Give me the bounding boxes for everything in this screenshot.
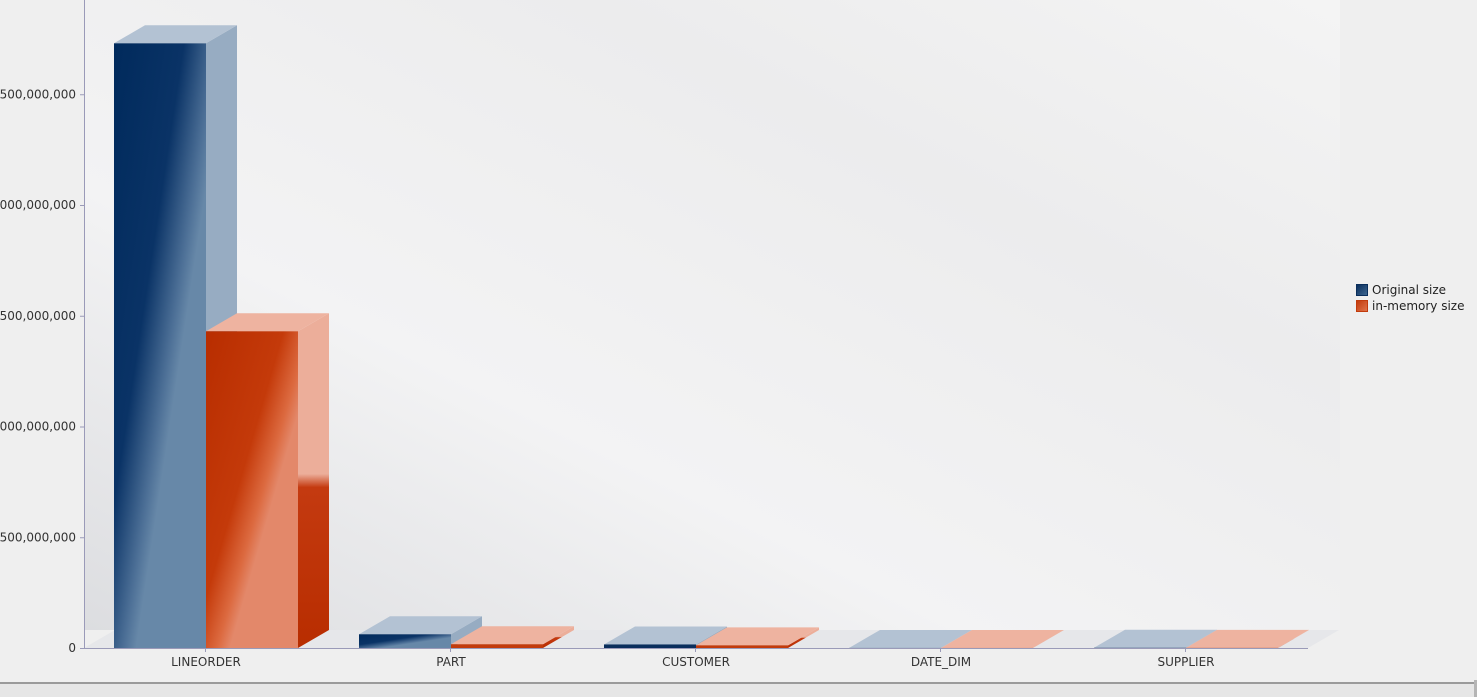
bar-lineorder-in-memory-size [206,313,329,648]
legend-label-in-memory: in-memory size [1372,299,1465,313]
legend-item-in-memory: in-memory size [1356,298,1465,314]
bar-customer-in-memory-size [696,627,819,648]
y-tick-label: 2,500,000,000 [0,87,76,101]
legend-swatch-original [1356,284,1368,296]
legend: Original size in-memory size [1356,282,1465,314]
x-category-label: DATE_DIM [911,655,971,669]
resize-edge [1474,680,1477,697]
bar-side-face [1033,629,1064,648]
bar-front-face [451,644,543,648]
bar-top-face [696,627,819,646]
bar-front-face [359,634,451,648]
y-tick-label: 1,000,000,000 [0,420,76,434]
y-tick-label: 500,000,000 [0,530,76,544]
bar-side-face [1278,629,1309,648]
bar-front-face [696,645,788,648]
bar-date_dim-in-memory-size [941,629,1064,648]
bar-supplier-in-memory-size [1186,629,1309,648]
bar-top-face [206,313,329,332]
bar-part-in-memory-size [451,626,574,648]
bar-top-face [114,25,237,44]
bar-front-face [206,331,298,648]
bar-side-face [543,626,574,648]
bar-top-face [604,626,727,645]
bars-group [114,25,1309,649]
bar-front-face [114,43,206,649]
legend-label-original: Original size [1372,283,1447,297]
bar-top-face [849,629,972,648]
bar-chart: 0 500,000,000 1,000,000,000 1,500,000,000 2,… [0,0,1340,669]
legend-swatch-in-memory [1356,300,1368,312]
bar-top-face [941,629,1064,648]
legend-item-original: Original size [1356,282,1465,298]
bar-top-face [1186,629,1309,648]
y-tick-label: 1,500,000,000 [0,309,76,323]
bar-side-face [788,627,819,648]
x-category-label: SUPPLIER [1157,655,1214,669]
y-tick-label: 0 [68,641,76,655]
chart-panel: 0 500,000,000 1,000,000,000 1,500,000,000 2,… [0,0,1465,669]
bar-top-face [451,626,574,645]
y-tick-label: 2,000,000,000 [0,198,76,212]
bar-side-face [298,313,329,648]
bar-top-face [359,616,482,635]
axes-group: 0 500,000,000 1,000,000,000 1,500,000,000 2,… [0,0,1308,669]
x-category-label: LINEORDER [171,655,241,669]
bar-top-face [1094,629,1217,648]
bar-front-face [604,644,696,648]
bottom-status-strip [0,682,1477,697]
x-category-label: PART [436,655,466,669]
x-category-label: CUSTOMER [662,655,730,669]
